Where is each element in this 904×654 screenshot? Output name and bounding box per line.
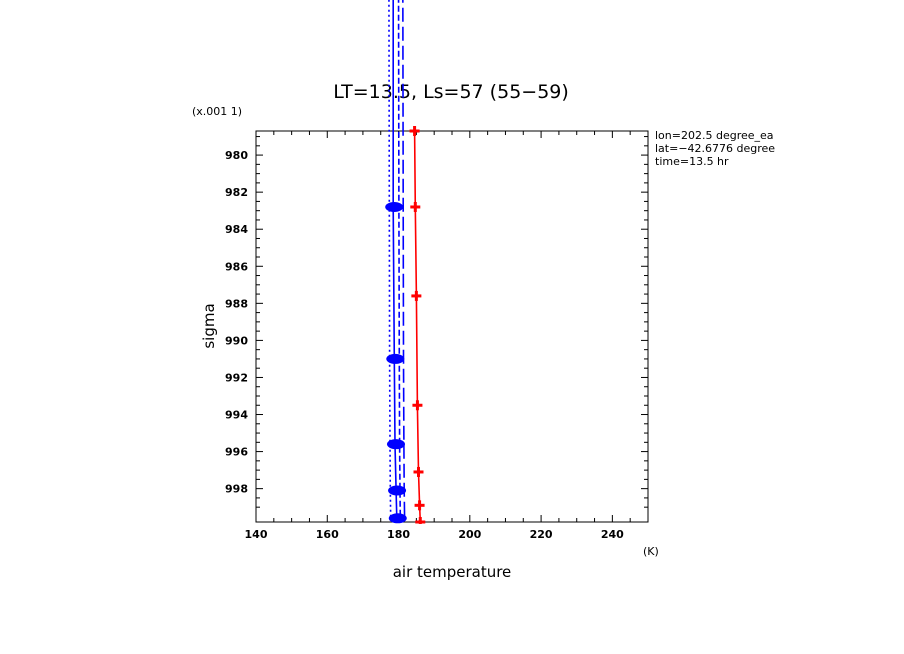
y-tick-label: 992: [225, 371, 248, 384]
data-marker: [385, 201, 404, 212]
data-marker: [386, 439, 405, 450]
x-axis-label: air temperature: [393, 563, 512, 581]
y-tick-label: 984: [225, 223, 248, 236]
x-tick-label: 180: [387, 528, 410, 541]
series-3: [388, 0, 392, 519]
y-axis-label: sigma: [200, 303, 218, 348]
series-0: [409, 126, 426, 524]
x-unit-label: (K): [643, 545, 659, 558]
x-tick-label: 220: [530, 528, 553, 541]
y-tick-label: 988: [225, 297, 248, 310]
y-tick-label: 994: [225, 409, 248, 422]
y-tick-label: 986: [225, 260, 248, 273]
y-tick-label: 982: [225, 186, 248, 199]
y-tick-label: 990: [225, 334, 248, 347]
plot-frame: [255, 130, 649, 523]
x-tick-label: 160: [316, 528, 339, 541]
annotation-time: time=13.5 hr: [655, 155, 729, 168]
plot-layer: 140 160 180 200 220 240 980 982 984 986 988 990 992 9…: [225, 0, 649, 541]
x-tick-label: 200: [458, 528, 481, 541]
series-2: [397, 0, 402, 519]
series-line: [388, 0, 392, 519]
chart-title: LT=13.5, Ls=57 (55−59): [333, 81, 569, 103]
y-tick-label: 998: [225, 483, 248, 496]
data-marker: [388, 485, 407, 496]
y-scale-note: (x.001 1): [192, 105, 242, 118]
x-tick-label: 140: [245, 528, 268, 541]
y-tick-label: 980: [225, 149, 248, 162]
series-line: [402, 0, 406, 519]
y-tick-label: 996: [225, 446, 248, 459]
series-4: [402, 0, 406, 519]
series-line: [413, 130, 422, 523]
annotation-lat: lat=−42.6776 degree: [655, 142, 775, 155]
x-tick-label: 240: [601, 528, 624, 541]
series-line: [397, 0, 402, 519]
annotation-lon: lon=202.5 degree_ea: [655, 129, 774, 142]
data-marker: [388, 513, 407, 524]
